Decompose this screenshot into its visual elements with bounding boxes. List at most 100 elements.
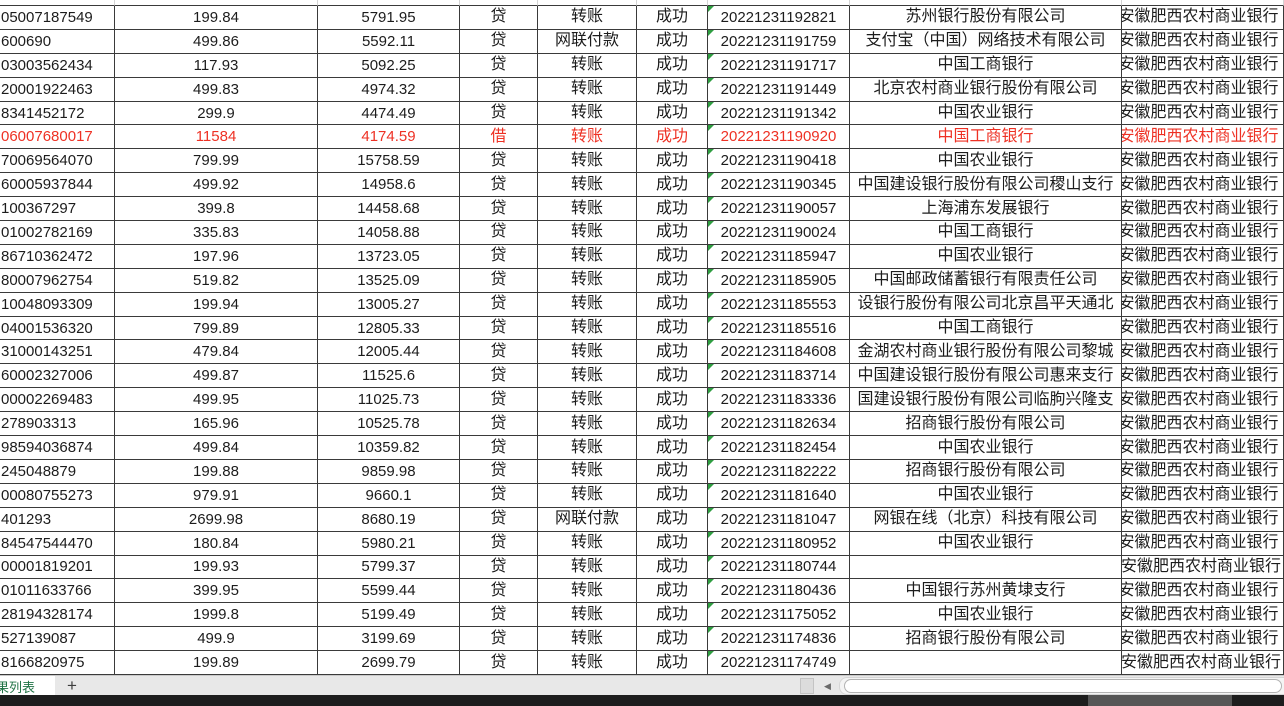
cell-balance[interactable]: 4474.49: [318, 101, 460, 126]
cell-method[interactable]: 转账: [538, 603, 637, 628]
cell-account[interactable]: 84547544470: [0, 531, 115, 556]
cell-own-bank[interactable]: 安徽肥西农村商业银行: [1122, 125, 1284, 150]
cell-balance[interactable]: 11525.6: [318, 364, 460, 389]
cell-method[interactable]: 转账: [538, 436, 637, 460]
cell-timestamp[interactable]: 20221231180952: [708, 531, 850, 556]
cell-account[interactable]: 00002269483: [0, 388, 115, 413]
cell-status[interactable]: 成功: [637, 436, 708, 460]
cell-timestamp[interactable]: 20221231181640: [708, 483, 850, 508]
cell-status[interactable]: 成功: [637, 627, 708, 652]
cell-counterparty-bank[interactable]: 支付宝（中国）网络技术有限公司: [850, 29, 1122, 54]
cell-method[interactable]: 转账: [538, 197, 637, 222]
cell-timestamp[interactable]: 20221231174836: [708, 627, 850, 652]
cell-loan-type[interactable]: 贷: [460, 603, 538, 628]
cell-timestamp[interactable]: 20221231184608: [708, 340, 850, 365]
cell-balance[interactable]: 10525.78: [318, 412, 460, 437]
cell-counterparty-bank[interactable]: 设银行股份有限公司北京昌平天通北: [850, 292, 1122, 317]
cell-loan-type[interactable]: 贷: [460, 173, 538, 198]
cell-account[interactable]: 00001819201: [0, 555, 115, 580]
cell-counterparty-bank[interactable]: 招商银行股份有限公司: [850, 627, 1122, 652]
cell-counterparty-bank[interactable]: 中国农业银行: [850, 483, 1122, 508]
cell-status[interactable]: 成功: [637, 77, 708, 102]
cell-method[interactable]: 网联付款: [538, 507, 637, 532]
cell-amount[interactable]: 199.88: [115, 459, 318, 484]
cell-status[interactable]: 成功: [637, 197, 708, 222]
cell-loan-type[interactable]: 贷: [460, 292, 538, 317]
cell-account[interactable]: 03003562434: [0, 53, 115, 78]
cell-timestamp[interactable]: 20221231183336: [708, 388, 850, 413]
cell-balance[interactable]: 5791.95: [318, 6, 460, 30]
cell-timestamp[interactable]: 20221231183714: [708, 364, 850, 389]
cell-amount[interactable]: 399.8: [115, 197, 318, 222]
cell-own-bank[interactable]: 安徽肥西农村商业银行: [1122, 292, 1284, 317]
cell-account[interactable]: 00080755273: [0, 483, 115, 508]
cell-timestamp[interactable]: 20221231174749: [708, 651, 850, 675]
cell-own-bank[interactable]: 安徽肥西农村商业银行: [1122, 77, 1284, 102]
cell-balance[interactable]: 8680.19: [318, 507, 460, 532]
cell-balance[interactable]: 13525.09: [318, 268, 460, 293]
cell-method[interactable]: 转账: [538, 364, 637, 389]
cell-amount[interactable]: 799.89: [115, 316, 318, 341]
cell-timestamp[interactable]: 20221231190345: [708, 173, 850, 198]
cell-counterparty-bank[interactable]: 中国工商银行: [850, 316, 1122, 341]
cell-status[interactable]: 成功: [637, 483, 708, 508]
cell-amount[interactable]: 499.86: [115, 29, 318, 54]
cell-amount[interactable]: 199.93: [115, 555, 318, 580]
cell-counterparty-bank[interactable]: 中国建设银行股份有限公司稷山支行: [850, 173, 1122, 198]
cell-method[interactable]: 转账: [538, 53, 637, 78]
cell-counterparty-bank[interactable]: 中国农业银行: [850, 603, 1122, 628]
cell-timestamp[interactable]: 20221231190920: [708, 125, 850, 150]
cell-own-bank[interactable]: 安徽肥西农村商业银行: [1122, 603, 1284, 628]
cell-amount[interactable]: 499.83: [115, 77, 318, 102]
cell-loan-type[interactable]: 贷: [460, 412, 538, 437]
cell-amount[interactable]: 117.93: [115, 53, 318, 78]
cell-timestamp[interactable]: 20221231190024: [708, 221, 850, 245]
cell-balance[interactable]: 12005.44: [318, 340, 460, 365]
cell-account[interactable]: 600690: [0, 29, 115, 54]
cell-amount[interactable]: 519.82: [115, 268, 318, 293]
cell-balance[interactable]: 5092.25: [318, 53, 460, 78]
cell-account[interactable]: 10048093309: [0, 292, 115, 317]
cell-counterparty-bank[interactable]: 中国农业银行: [850, 101, 1122, 126]
cell-counterparty-bank[interactable]: 国建设银行股份有限公司临朐兴隆支: [850, 388, 1122, 413]
cell-loan-type[interactable]: 贷: [460, 579, 538, 604]
cell-counterparty-bank[interactable]: 中国农业银行: [850, 531, 1122, 556]
cell-loan-type[interactable]: 贷: [460, 507, 538, 532]
cell-timestamp[interactable]: 20221231190057: [708, 197, 850, 222]
cell-status[interactable]: 成功: [637, 53, 708, 78]
cell-balance[interactable]: 10359.82: [318, 436, 460, 460]
cell-timestamp[interactable]: 20221231191449: [708, 77, 850, 102]
cell-own-bank[interactable]: 安徽肥西农村商业银行: [1122, 531, 1284, 556]
cell-method[interactable]: 转账: [538, 316, 637, 341]
cell-method[interactable]: 转账: [538, 627, 637, 652]
cell-own-bank[interactable]: 安徽肥西农村商业银行: [1122, 412, 1284, 437]
cell-method[interactable]: 转账: [538, 531, 637, 556]
cell-own-bank[interactable]: 安徽肥西农村商业银行: [1121, 555, 1284, 580]
cell-own-bank[interactable]: 安徽肥西农村商业银行: [1121, 651, 1284, 675]
cell-counterparty-bank[interactable]: 金湖农村商业银行股份有限公司黎城: [850, 340, 1122, 365]
cell-own-bank[interactable]: 安徽肥西农村商业银行: [1122, 268, 1284, 293]
cell-account[interactable]: 28194328174: [0, 603, 115, 628]
cell-status[interactable]: 成功: [637, 507, 708, 532]
cell-counterparty-bank[interactable]: 中国邮政储蓄银行有限责任公司: [850, 268, 1122, 293]
cell-amount[interactable]: 499.9: [115, 627, 318, 652]
cell-balance[interactable]: 4974.32: [318, 77, 460, 102]
cell-balance[interactable]: 13005.27: [318, 292, 460, 317]
cell-status[interactable]: 成功: [637, 268, 708, 293]
cell-counterparty-bank[interactable]: 中国工商银行: [850, 53, 1122, 78]
cell-loan-type[interactable]: 贷: [460, 244, 538, 269]
cell-own-bank[interactable]: 安徽肥西农村商业银行: [1122, 340, 1284, 365]
cell-amount[interactable]: 979.91: [115, 483, 318, 508]
cell-counterparty-bank[interactable]: 苏州银行股份有限公司: [850, 6, 1122, 30]
scrollbar-thumb[interactable]: [843, 679, 1282, 693]
cell-balance[interactable]: 11025.73: [318, 388, 460, 413]
cell-loan-type[interactable]: 贷: [460, 316, 538, 341]
cell-timestamp[interactable]: 20221231182454: [708, 436, 850, 460]
cell-amount[interactable]: 499.92: [115, 173, 318, 198]
cell-account[interactable]: 98594036874: [0, 436, 115, 460]
cell-account[interactable]: 401293: [0, 507, 115, 532]
cell-loan-type[interactable]: 贷: [460, 77, 538, 102]
cell-timestamp[interactable]: 20221231185553: [708, 292, 850, 317]
cell-balance[interactable]: 9660.1: [318, 483, 460, 508]
cell-balance[interactable]: 5980.21: [318, 531, 460, 556]
